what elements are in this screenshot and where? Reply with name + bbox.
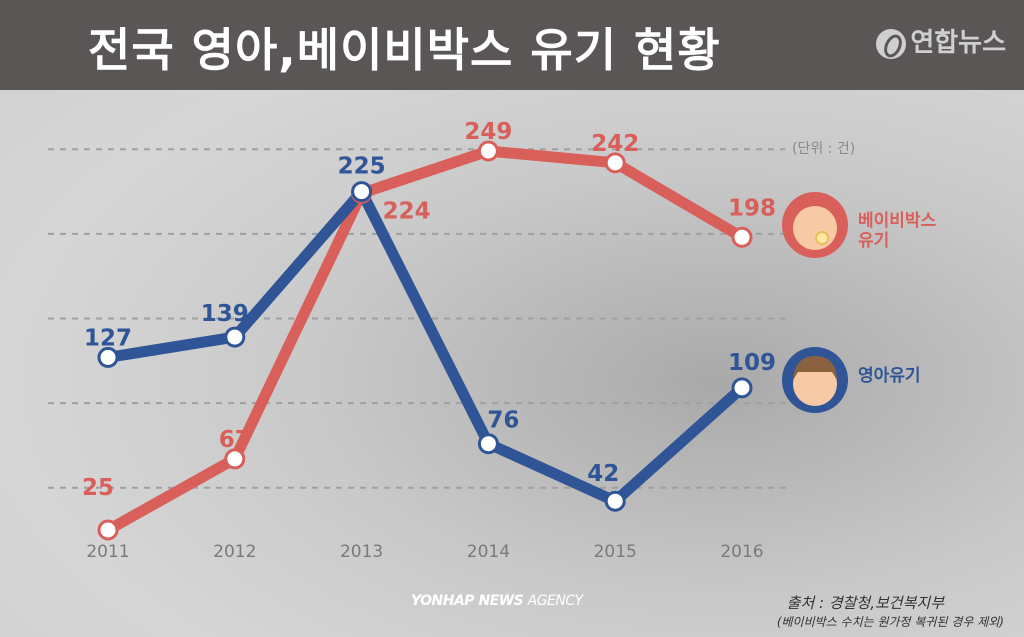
legend-babybox: 베이비박스 유기 xyxy=(858,211,936,251)
x-tick-label: 2013 xyxy=(340,542,383,562)
data-point xyxy=(604,152,626,174)
data-point xyxy=(97,346,119,368)
data-label: 224 xyxy=(383,198,431,224)
agency-light: AGENCY xyxy=(527,593,584,609)
x-tick-label: 2011 xyxy=(86,542,129,562)
baby-face xyxy=(793,206,837,250)
data-point xyxy=(97,519,119,541)
data-label: 139 xyxy=(201,301,249,327)
data-point xyxy=(351,181,373,203)
data-point xyxy=(731,226,753,248)
agency-credit: YONHAP NEWS AGENCY xyxy=(411,593,583,609)
data-label: 198 xyxy=(728,195,776,221)
legend-babybox-line1: 베이비박스 xyxy=(858,211,937,231)
unit-label: (단위 : 건) xyxy=(792,141,856,157)
child-hair xyxy=(793,356,837,380)
series-line xyxy=(107,186,746,507)
data-label: 225 xyxy=(338,154,386,180)
source-note: 출처 : 경찰청,보건복지부 (베이비박스 수치는 원가정 복귀된 경우 제외) xyxy=(777,592,1004,630)
source-text: 출처 : 경찰청,보건복지부 xyxy=(786,594,944,612)
page-title: 전국 영아,베이비박스 유기 현황 xyxy=(88,23,721,77)
legend-babybox-line2: 유기 xyxy=(858,231,890,251)
data-label: 76 xyxy=(487,408,519,434)
source-footnote: (베이비박스 수치는 원가정 복귀된 경우 제외) xyxy=(776,615,1004,629)
data-label: 67 xyxy=(219,427,251,453)
x-tick-label: 2016 xyxy=(720,542,763,562)
data-point xyxy=(224,448,246,470)
data-point xyxy=(604,490,626,512)
legend-infant: 영아유기 xyxy=(858,366,921,386)
data-point xyxy=(477,140,499,162)
data-label: 127 xyxy=(84,325,132,351)
header-bar: 전국 영아,베이비박스 유기 현황 연합뉴스 xyxy=(0,0,1024,90)
x-tick-label: 2014 xyxy=(467,542,510,562)
x-tick-label: 2015 xyxy=(594,542,637,562)
yonhap-logo-icon xyxy=(876,28,907,59)
x-tick-label: 2012 xyxy=(213,542,256,562)
data-point xyxy=(731,377,753,399)
series-line xyxy=(105,145,745,535)
pacifier xyxy=(815,231,829,245)
agency-bold: YONHAP NEWS xyxy=(411,593,524,609)
data-point xyxy=(224,326,246,348)
data-label: 109 xyxy=(728,350,776,376)
yonhap-logo: 연합뉴스 xyxy=(876,22,1006,59)
data-label: 249 xyxy=(464,119,512,145)
data-label: 25 xyxy=(82,475,114,501)
data-label: 242 xyxy=(591,131,639,157)
child-face xyxy=(793,362,837,406)
data-label: 42 xyxy=(587,461,619,487)
data-point xyxy=(477,433,499,455)
logo-text: 연합뉴스 xyxy=(910,28,1006,58)
